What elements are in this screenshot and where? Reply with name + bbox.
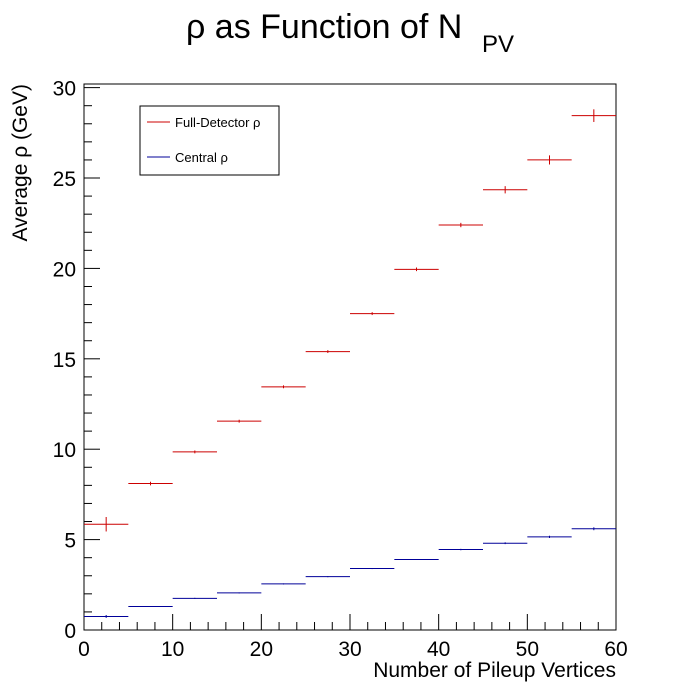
- x-tick-label: 0: [78, 638, 90, 661]
- data-points: [84, 109, 616, 618]
- y-tick-label: 15: [53, 349, 76, 372]
- data-point: [128, 481, 173, 486]
- data-point: [305, 576, 350, 578]
- y-tick-label: 0: [64, 620, 76, 643]
- axis-ticks: [83, 87, 617, 631]
- data-point: [527, 535, 572, 538]
- x-tick-label: 30: [338, 638, 361, 661]
- data-point: [172, 450, 217, 454]
- x-tick-label: 50: [516, 638, 539, 661]
- y-axis-title: Average ρ (GeV): [9, 84, 32, 241]
- legend-label-central: Central ρ: [175, 150, 228, 165]
- data-point: [84, 614, 129, 618]
- data-point: [217, 592, 262, 594]
- legend-label-full-detector: Full-Detector ρ: [175, 115, 260, 130]
- chart-title-subscript: PV: [482, 31, 514, 58]
- axis-tick-labels: 0 10 20 30 40 50 60 0 5 10 15 20 25 30: [53, 78, 628, 661]
- series-central: [84, 527, 616, 618]
- data-point: [217, 419, 262, 423]
- x-tick-label: 60: [604, 638, 627, 661]
- y-tick-label: 30: [53, 78, 76, 101]
- data-point: [172, 597, 217, 599]
- x-axis-title: Number of Pileup Vertices: [373, 659, 616, 682]
- data-point: [350, 312, 395, 316]
- data-point: [394, 267, 439, 272]
- data-point: [571, 527, 616, 531]
- y-tick-label: 5: [64, 530, 76, 553]
- data-point: [483, 542, 528, 545]
- data-point: [483, 186, 528, 194]
- chart-title: ρ as Function of N: [186, 8, 462, 46]
- y-tick-label: 20: [53, 258, 76, 281]
- legend-box: [139, 105, 280, 176]
- data-point: [261, 583, 306, 585]
- data-point: [128, 605, 173, 608]
- x-tick-label: 40: [427, 638, 450, 661]
- y-tick-label: 10: [53, 439, 76, 462]
- x-tick-label: 20: [250, 638, 273, 661]
- data-point: [261, 385, 306, 389]
- data-point: [84, 517, 129, 532]
- data-point: [438, 222, 483, 228]
- data-point: [305, 350, 350, 354]
- series-full-detector: [84, 109, 616, 532]
- data-point: [527, 155, 572, 165]
- x-tick-label: 10: [161, 638, 184, 661]
- data-point: [438, 548, 483, 551]
- legend: Full-Detector ρ Central ρ: [139, 105, 280, 176]
- data-point: [350, 567, 395, 570]
- data-point: [394, 558, 439, 561]
- data-point: [571, 109, 616, 122]
- y-tick-label: 25: [53, 168, 76, 191]
